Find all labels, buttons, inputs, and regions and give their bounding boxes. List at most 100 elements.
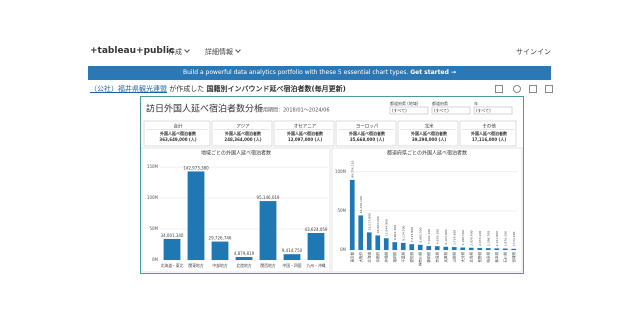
- x-tick-label: 中国・四国: [283, 263, 302, 268]
- x-tick-label: 石川県: [502, 252, 507, 263]
- value-label: 29,726,746: [209, 236, 232, 241]
- bar: [400, 242, 406, 250]
- bar: [283, 254, 301, 260]
- value-label: 9,962,300: [393, 225, 397, 240]
- bar: [443, 246, 449, 250]
- author-link[interactable]: （公社）福井県観光連盟: [90, 85, 167, 93]
- viz-title: 国籍別インバウンド延べ宿泊者数(毎月更新): [206, 85, 346, 93]
- value-label: 9,134,700: [401, 225, 405, 240]
- kpi-value: 363,649,000 (人): [159, 136, 196, 142]
- value-label: 142,973,380: [183, 165, 209, 170]
- bar: [477, 247, 483, 250]
- x-tick-label: 京都府: [375, 252, 380, 263]
- kpi-value: 35,668,000 (人): [350, 136, 385, 142]
- x-tick-label: 千葉県: [400, 252, 405, 263]
- bar: [349, 179, 355, 250]
- chart-panel: [331, 147, 523, 273]
- nav-item[interactable]: 詳細情報: [205, 47, 241, 57]
- filter-box[interactable]: [389, 106, 429, 115]
- chart-title: 都道府県ごとの外国人延べ宿泊者数: [387, 150, 467, 157]
- kpi-card: [397, 120, 459, 147]
- filter-value: (すべて): [392, 108, 407, 113]
- kpi-region: ヨーロッパ: [356, 124, 379, 130]
- icon[interactable]: [529, 85, 537, 93]
- bar: [494, 248, 500, 250]
- x-tick-label: 沖縄県: [383, 252, 388, 263]
- x-tick-label: 熊本県: [494, 252, 499, 263]
- value-label: 1,876,300: [503, 231, 507, 246]
- dash-title: 訪日外国人延べ宿泊者数分析: [146, 103, 263, 115]
- kpi-value: 17,116,000 (人): [472, 136, 507, 142]
- icon[interactable]: [495, 85, 503, 93]
- value-label: 34,001,340: [161, 233, 184, 238]
- icon[interactable]: [545, 85, 553, 93]
- value-label: 15,044,900: [384, 219, 388, 236]
- bar: [451, 247, 457, 250]
- value-label: 43,624,059: [305, 227, 328, 232]
- x-tick-label: 宮城県: [511, 252, 516, 263]
- breadcrumb: （公社）福井県観光連盟 が作成した 国籍別インバウンド延べ宿泊者数(毎月更新): [90, 84, 346, 94]
- x-tick-label: 九州・沖縄: [307, 263, 326, 268]
- kpi-value: 248,364,000 (人): [224, 136, 261, 142]
- x-tick-label: 福岡県: [392, 252, 397, 263]
- period: 使用期間：2018/01～2024/06: [258, 107, 330, 114]
- x-tick-label: 関東地方: [188, 263, 203, 268]
- logo[interactable]: +tableau+public: [90, 46, 175, 56]
- bar: [485, 248, 491, 250]
- banner-text: Build a powerful data analytics portfoli…: [183, 69, 409, 76]
- kpi-metric: 外国人延べ宿泊者数: [348, 130, 385, 136]
- kpi-region: その他: [482, 123, 496, 130]
- toolbar: [495, 85, 555, 93]
- filter-label: 都道府県: [432, 100, 448, 106]
- y-tick-label: 0M: [152, 257, 159, 262]
- value-label: 4,123,900: [444, 229, 448, 244]
- kpi-region: 合計: [174, 123, 183, 130]
- x-tick-label: 奈良県: [434, 252, 439, 263]
- y-tick-label: 100M: [335, 169, 347, 174]
- kpi-metric: 外国人延べ宿泊者数: [410, 130, 447, 136]
- signin[interactable]: サインイン: [516, 48, 551, 56]
- y-tick-label: 50M: [337, 208, 346, 213]
- filter-value: (すべて): [434, 108, 449, 113]
- filter-box[interactable]: [473, 106, 513, 115]
- filter-label: 年: [474, 100, 478, 106]
- x-tick-label: 山梨県: [451, 252, 456, 263]
- bar: [235, 256, 253, 260]
- filter-box[interactable]: [431, 106, 471, 115]
- bar: [163, 238, 181, 260]
- value-label: 5,044,100: [427, 229, 431, 244]
- value-label: 7,425,800: [410, 227, 414, 242]
- bar: [211, 241, 229, 260]
- bar: [187, 171, 205, 260]
- nav-item[interactable]: 作成: [168, 47, 190, 57]
- x-tick-label: 北陸地方: [236, 263, 251, 268]
- x-tick-label: 兵庫県: [443, 252, 448, 263]
- dashboard: 訪日外国人延べ宿泊者数分析 使用期間：2018/01～2024/06 都道府県 …: [140, 96, 524, 274]
- value-label: 2,398,700: [486, 231, 490, 246]
- bar: [358, 215, 364, 250]
- nav-text: 詳細情報: [205, 48, 233, 56]
- kpi-region: アジア: [236, 124, 250, 130]
- kpi-card: [143, 120, 211, 147]
- x-tick-label: 神奈川県: [417, 252, 422, 266]
- filter-label: 都道府県 (地域): [390, 100, 419, 106]
- value-label: 6,683,500: [418, 227, 422, 242]
- banner-link[interactable]: Get started →: [410, 69, 456, 76]
- x-tick-label: 東京都: [349, 252, 354, 263]
- x-tick-label: 中部地方: [212, 263, 227, 268]
- nav-text: 作成: [168, 48, 182, 56]
- value-label: 95,146,019: [257, 195, 280, 200]
- kpi-card: [335, 120, 397, 147]
- kpi-metric: 外国人延べ宿泊者数: [470, 130, 507, 136]
- x-tick-label: 長野県: [477, 252, 482, 263]
- kpi-card: [459, 120, 517, 147]
- value-label: 4,879,819: [234, 251, 255, 256]
- kpi-metric: 外国人延べ宿泊者数: [159, 130, 196, 136]
- icon[interactable]: [513, 85, 521, 93]
- kpi-metric: 外国人延べ宿泊者数: [286, 130, 323, 136]
- y-tick-label: 100M: [147, 195, 159, 200]
- breadcrumb-text: が作成した: [169, 85, 205, 93]
- x-tick-label: 関西地方: [260, 263, 275, 268]
- kpi-region: 北米: [425, 123, 434, 130]
- bar: [434, 246, 440, 250]
